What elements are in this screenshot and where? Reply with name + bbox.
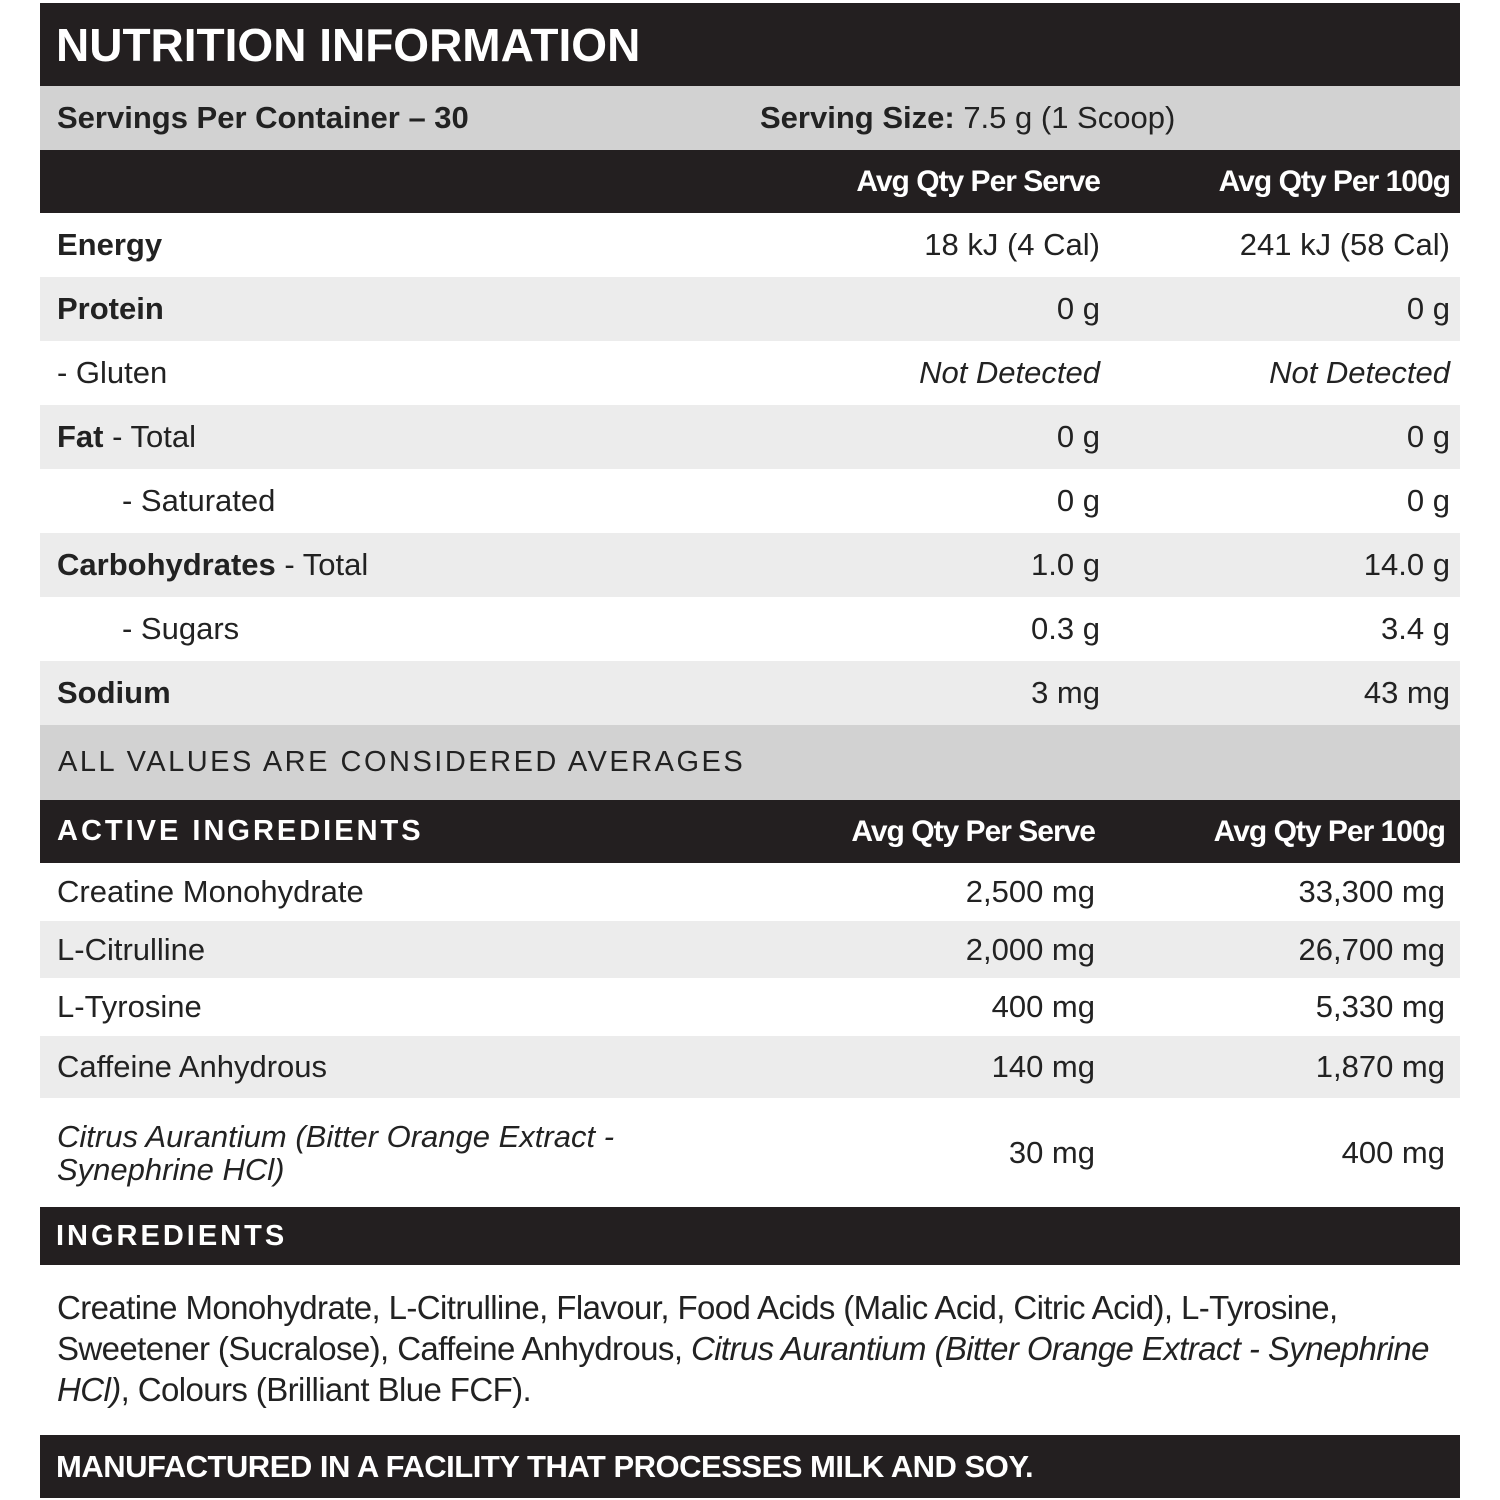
qty-per-serve: 2,000 mg — [965, 931, 1095, 967]
qty-per-serve: 30 mg — [1008, 1135, 1095, 1170]
qty-per-100g: 3.4 g — [1381, 611, 1450, 646]
nutrient: Energy — [57, 227, 163, 262]
qty-per-100g: 400 mg — [1341, 1135, 1445, 1170]
nutrient-name: Carbohydrates - Total — [40, 547, 740, 583]
nutrition-row: Carbohydrates - Total 1.0 g 14.0 g — [40, 533, 1460, 597]
nutrient-detail: - Gluten — [57, 355, 168, 390]
qty-per-serve: 18 kJ (4 Cal) — [924, 227, 1100, 262]
nutrient: Fat — [57, 419, 104, 454]
nutrient-name: Sodium — [40, 675, 740, 711]
active-row: L-Citrulline 2,000 mg 26,700 mg — [40, 921, 1460, 978]
qty-per-100g: 241 kJ (58 Cal) — [1239, 227, 1450, 262]
qty-per-100g: 14.0 g — [1363, 547, 1450, 582]
qty-per-100g: 1,870 mg — [1315, 1049, 1445, 1084]
nutrient-detail: - Sugars — [122, 611, 240, 646]
nutrient: Sodium — [57, 675, 171, 710]
nutrition-rows: Energy 18 kJ (4 Cal) 241 kJ (58 Cal) Protei… — [40, 213, 1460, 725]
nutrient-detail: - Total — [284, 547, 369, 582]
qty-per-serve: Not Detected — [919, 355, 1100, 390]
qty-per-serve: 2,500 mg — [965, 874, 1095, 909]
nutrient-name: Protein — [40, 291, 740, 327]
active-rows: Creatine Monohydrate 2,500 mg 33,300 mg L-C… — [40, 863, 1460, 1207]
nutrition-panel: NUTRITION INFORMATION Servings Per Conta… — [40, 3, 1460, 1498]
qty-per-serve: 0 g — [1056, 483, 1100, 518]
qty-per-100g: 0 g — [1406, 291, 1450, 326]
serving-size-value: 7.5 g (1 Scoop) — [963, 100, 1176, 135]
ingredients-text: Creatine Monohydrate, L-Citrulline, Flav… — [40, 1265, 1460, 1435]
nutrient-name: - Gluten — [40, 355, 740, 391]
active-header: ACTIVE INGREDIENTS Avg Qty Per Serve Avg… — [40, 800, 1460, 863]
qty-per-100g: Not Detected — [1269, 355, 1450, 390]
nutrition-row: - Gluten Not Detected Not Detected — [40, 341, 1460, 405]
ingredients-part: Creatine Monohydrate, L-Citrulline, Flav… — [57, 1289, 1338, 1367]
nutrition-row: Energy 18 kJ (4 Cal) 241 kJ (58 Cal) — [40, 213, 1460, 277]
qty-per-serve: 0 g — [1056, 419, 1100, 454]
servings-row: Servings Per Container – 30 Serving Size… — [40, 86, 1460, 150]
nutrition-row: - Saturated 0 g 0 g — [40, 469, 1460, 533]
ingredients-part: Citrus Aurantium (Bitter Orange Extract … — [57, 1330, 1429, 1408]
active-row: L-Tyrosine 400 mg 5,330 mg — [40, 978, 1460, 1036]
qty-per-100g: 0 g — [1406, 419, 1450, 454]
ingredients-part: , Colours (Brilliant Blue FCF). — [120, 1371, 532, 1408]
qty-per-serve: 400 mg — [991, 989, 1095, 1024]
qty-per-serve: 0 g — [1056, 291, 1100, 326]
active-row: Creatine Monohydrate 2,500 mg 33,300 mg — [40, 863, 1460, 921]
averages-note: ALL VALUES ARE CONSIDERED AVERAGES — [40, 725, 1460, 800]
qty-per-serve: 0.3 g — [1031, 611, 1100, 646]
nutrient-name: - Sugars — [40, 611, 740, 647]
qty-per-serve: 140 mg — [991, 1049, 1095, 1084]
ingredients-header: INGREDIENTS — [40, 1207, 1460, 1265]
ingredient-name: Caffeine Anhydrous — [57, 1049, 328, 1084]
nutrient: Protein — [57, 291, 164, 326]
nutrient-detail: - Total — [112, 419, 196, 454]
qty-per-100g: 0 g — [1406, 483, 1450, 518]
title: NUTRITION INFORMATION — [40, 3, 1460, 86]
servings-per-container: Servings Per Container – 30 — [57, 100, 469, 135]
ingredient-name: Creatine Monohydrate — [57, 874, 364, 909]
nutrition-row: Protein 0 g 0 g — [40, 277, 1460, 341]
nutrient-name: Energy — [40, 227, 740, 263]
nutrition-row: - Sugars 0.3 g 3.4 g — [40, 597, 1460, 661]
column-header: Avg Qty Per 100g — [1218, 164, 1451, 198]
qty-per-100g: 33,300 mg — [1298, 874, 1446, 909]
ingredient-name: L-Tyrosine — [57, 989, 202, 1024]
qty-per-100g: 26,700 mg — [1298, 931, 1446, 967]
section-title: ACTIVE INGREDIENTS — [57, 815, 424, 847]
ingredient-name: Citrus Aurantium (Bitter Orange Extract … — [57, 1118, 615, 1187]
nutrition-row: Sodium 3 mg 43 mg — [40, 661, 1460, 725]
column-header: Avg Qty Per Serve — [851, 814, 1096, 848]
qty-per-100g: 5,330 mg — [1315, 989, 1445, 1024]
allergen-notice: MANUFACTURED IN A FACILITY THAT PROCESSE… — [40, 1435, 1460, 1498]
ingredient-name: L-Citrulline — [57, 931, 206, 967]
nutrition-row: Fat - Total 0 g 0 g — [40, 405, 1460, 469]
serving-size-label: Serving Size: — [760, 100, 955, 135]
serving-size: Serving Size: 7.5 g (1 Scoop) — [760, 100, 1175, 136]
nutrient-name: - Saturated — [40, 483, 740, 519]
nutrient-name: Fat - Total — [40, 419, 740, 455]
qty-per-serve: 1.0 g — [1031, 547, 1100, 582]
active-row: Citrus Aurantium (Bitter Orange Extract … — [40, 1098, 1460, 1207]
nutrition-header: Avg Qty Per Serve Avg Qty Per 100g — [40, 150, 1460, 213]
qty-per-100g: 43 mg — [1363, 675, 1450, 710]
column-header: Avg Qty Per 100g — [1213, 814, 1446, 848]
nutrient-detail: - Saturated — [122, 483, 276, 518]
nutrient: Carbohydrates — [57, 547, 276, 582]
column-header: Avg Qty Per Serve — [856, 164, 1101, 198]
active-row: Caffeine Anhydrous 140 mg 1,870 mg — [40, 1036, 1460, 1098]
qty-per-serve: 3 mg — [1031, 675, 1100, 710]
